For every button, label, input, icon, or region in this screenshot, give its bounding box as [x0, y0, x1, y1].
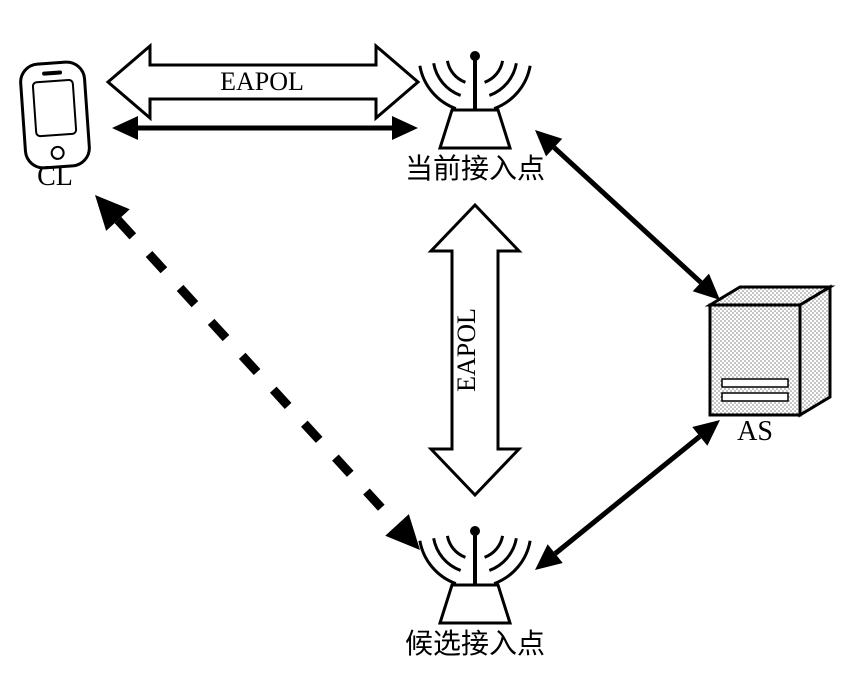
cl-label: CL	[37, 161, 73, 192]
cl-apcand-dashed	[95, 195, 420, 550]
apcur-as	[535, 130, 720, 300]
cl-apcur-hollow-label: EAPOL	[220, 67, 304, 96]
ap-ap-hollow-label: EAPOL	[452, 308, 481, 392]
as-node	[710, 287, 830, 415]
cl-apcur-solid	[112, 116, 418, 140]
cl-node	[19, 61, 90, 169]
apcand-as	[535, 420, 720, 570]
ap_candidate-node	[420, 526, 530, 623]
ap_candidate-label: 候选接入点	[405, 628, 545, 660]
ap_current-label: 当前接入点	[405, 153, 545, 185]
as-label: AS	[737, 416, 773, 447]
ap_current-node	[420, 51, 530, 148]
